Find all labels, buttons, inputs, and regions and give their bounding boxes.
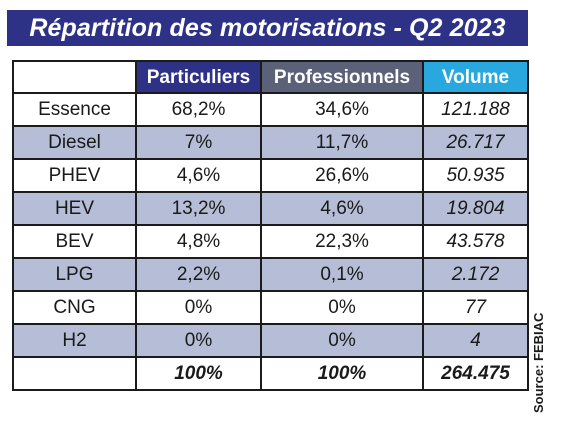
table-row: BEV 4,8% 22,3% 43.578 [12, 224, 529, 259]
table-row: Essence 68,2% 34,6% 121.188 [12, 92, 529, 127]
total-particuliers: 100% [135, 356, 262, 391]
table-row: Diesel 7% 11,7% 26.717 [12, 125, 529, 160]
volume-cell: 77 [422, 290, 529, 325]
professionnels-cell: 0% [260, 290, 424, 325]
volume-cell: 19.804 [422, 191, 529, 226]
particuliers-cell: 4,8% [135, 224, 262, 259]
professionnels-cell: 26,6% [260, 158, 424, 193]
row-label: HEV [12, 191, 137, 226]
total-volume: 264.475 [422, 356, 529, 391]
particuliers-cell: 2,2% [135, 257, 262, 292]
volume-cell: 43.578 [422, 224, 529, 259]
particuliers-cell: 4,6% [135, 158, 262, 193]
row-label: Essence [12, 92, 137, 127]
header-blank-cell [12, 60, 137, 94]
header-particuliers: Particuliers [135, 60, 262, 94]
table-row: LPG 2,2% 0,1% 2.172 [12, 257, 529, 292]
chart-title: Répartition des motorisations - Q2 2023 [7, 10, 528, 46]
header-professionnels: Professionnels [260, 60, 424, 94]
row-label: CNG [12, 290, 137, 325]
particuliers-cell: 68,2% [135, 92, 262, 127]
motorisation-table: Particuliers Professionnels Volume Essen… [12, 60, 529, 391]
table-row: H2 0% 0% 4 [12, 323, 529, 358]
total-professionnels: 100% [260, 356, 424, 391]
professionnels-cell: 22,3% [260, 224, 424, 259]
volume-cell: 121.188 [422, 92, 529, 127]
volume-cell: 2.172 [422, 257, 529, 292]
row-label: PHEV [12, 158, 137, 193]
particuliers-cell: 13,2% [135, 191, 262, 226]
professionnels-cell: 34,6% [260, 92, 424, 127]
row-label: H2 [12, 323, 137, 358]
row-label: LPG [12, 257, 137, 292]
particuliers-cell: 0% [135, 323, 262, 358]
volume-cell: 50.935 [422, 158, 529, 193]
header-row: Particuliers Professionnels Volume [12, 60, 529, 94]
professionnels-cell: 0% [260, 323, 424, 358]
row-label: Diesel [12, 125, 137, 160]
table-row: PHEV 4,6% 26,6% 50.935 [12, 158, 529, 193]
row-label: BEV [12, 224, 137, 259]
table-row: CNG 0% 0% 77 [12, 290, 529, 325]
professionnels-cell: 4,6% [260, 191, 424, 226]
particuliers-cell: 0% [135, 290, 262, 325]
particuliers-cell: 7% [135, 125, 262, 160]
table-row: HEV 13,2% 4,6% 19.804 [12, 191, 529, 226]
professionnels-cell: 11,7% [260, 125, 424, 160]
volume-cell: 4 [422, 323, 529, 358]
volume-cell: 26.717 [422, 125, 529, 160]
source-note: Source: FEBIAC [531, 312, 546, 413]
header-volume: Volume [422, 60, 529, 94]
total-label [12, 356, 137, 391]
professionnels-cell: 0,1% [260, 257, 424, 292]
total-row: 100% 100% 264.475 [12, 356, 529, 391]
